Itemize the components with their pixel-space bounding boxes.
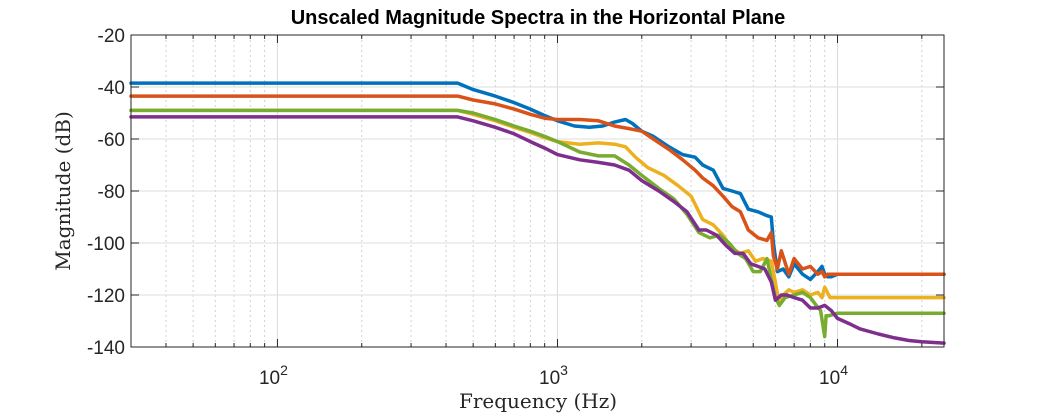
chart-title: Unscaled Magnitude Spectra in the Horizo… — [291, 7, 786, 29]
series-line-4 — [129, 108, 946, 339]
series-line-5 — [129, 115, 946, 345]
y-tick-label-2: -40 — [98, 78, 125, 99]
y-axis-ticks: -20 -40 -60 -80 -100 -120 -140 — [87, 26, 944, 359]
y-tick-label-4: -80 — [98, 182, 125, 203]
data-series-group — [129, 81, 946, 345]
series-line-2 — [129, 94, 946, 279]
y-axis-label: Magnitude (dB) — [51, 111, 75, 271]
y-tick-label-7: -140 — [87, 338, 125, 359]
x-axis-label: Frequency (Hz) — [459, 389, 617, 413]
plot-area: 102 103 104 -20-40-60-80-100-120-140 — [87, 26, 946, 389]
y-tick-label-6: -120 — [87, 286, 125, 307]
y-tick-label-5: -100 — [87, 234, 125, 255]
y-tick-label-1: -20 — [98, 26, 125, 47]
y-tick-label-3: -60 — [98, 130, 125, 151]
